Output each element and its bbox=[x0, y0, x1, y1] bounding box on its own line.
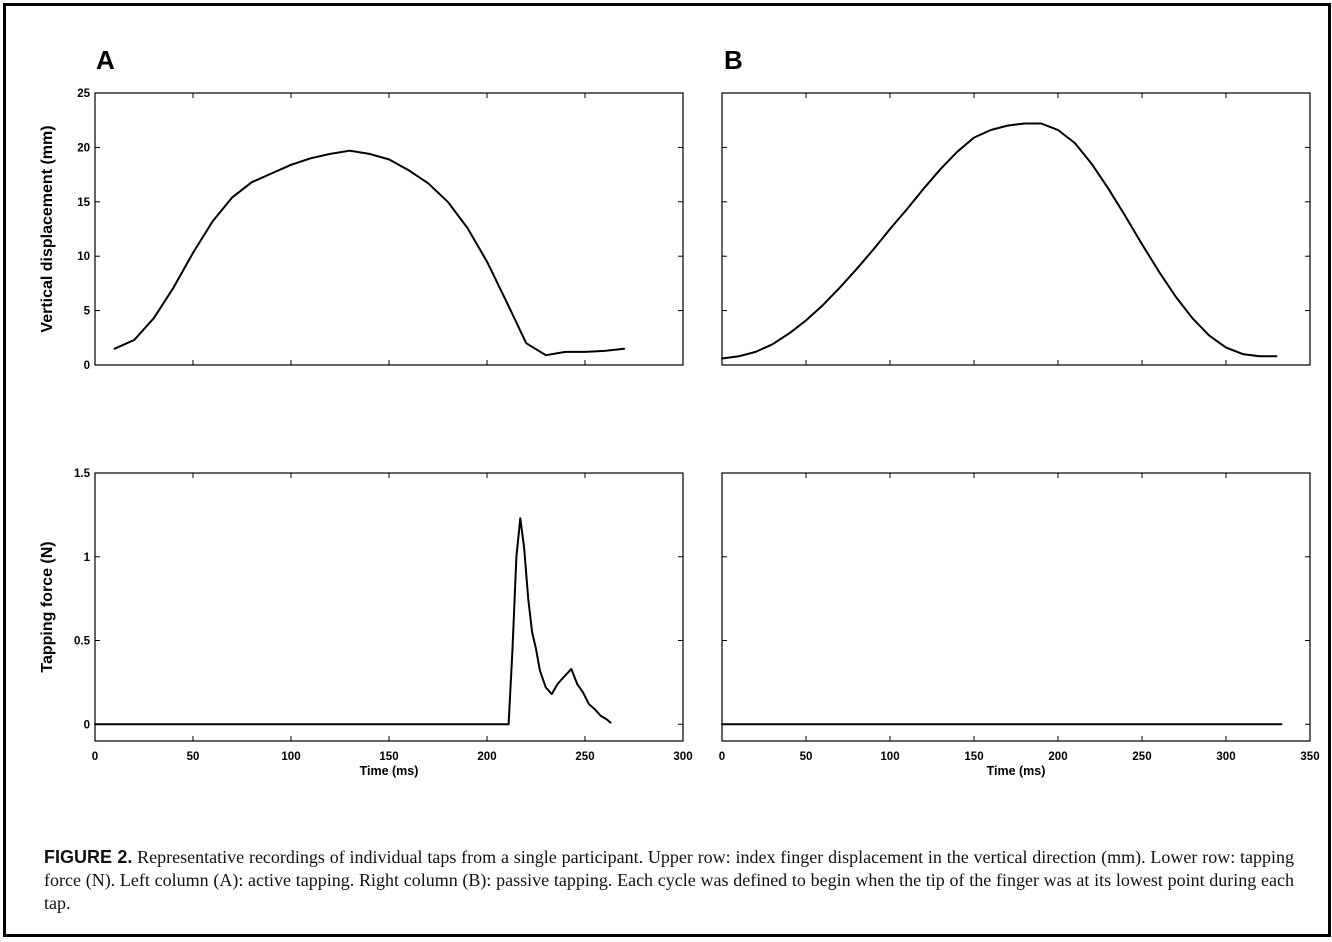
y-tick-label: 20 bbox=[77, 142, 90, 154]
figure-frame bbox=[3, 3, 1331, 937]
y-tick-label: 0 bbox=[84, 360, 90, 372]
x-tick-label: 150 bbox=[964, 751, 983, 763]
x-tick-label: 200 bbox=[477, 751, 496, 763]
caption-label: FIGURE 2. bbox=[44, 847, 133, 867]
y-tick-label: 15 bbox=[77, 197, 90, 209]
panel-label-b: B bbox=[724, 45, 743, 75]
plot-frame-A-top bbox=[94, 92, 684, 366]
caption-text: Representative recordings of individual … bbox=[44, 847, 1295, 913]
y-tick-label: 10 bbox=[77, 251, 90, 263]
y-tick-label: 0 bbox=[84, 719, 90, 731]
x-tick-label: 250 bbox=[1132, 751, 1151, 763]
y-axis-label: Vertical displacement (mm) bbox=[39, 125, 56, 332]
series-line-B-top bbox=[721, 122, 1278, 360]
x-tick-label: 300 bbox=[673, 751, 692, 763]
x-tick-label: 0 bbox=[719, 751, 725, 763]
x-tick-label: 50 bbox=[800, 751, 813, 763]
x-tick-label: 350 bbox=[1300, 751, 1319, 763]
x-tick-label: 0 bbox=[92, 751, 98, 763]
plot-frame-B-top bbox=[721, 92, 1311, 366]
plot-frame-A-bottom bbox=[94, 472, 684, 742]
x-tick-label: 100 bbox=[880, 751, 899, 763]
x-axis-label: Time (ms) bbox=[360, 764, 419, 778]
x-tick-label: 200 bbox=[1048, 751, 1067, 763]
x-tick-label: 100 bbox=[281, 751, 300, 763]
y-tick-label: 5 bbox=[84, 306, 91, 318]
plot-frame-B-bottom bbox=[721, 472, 1311, 742]
figure-caption: FIGURE 2. Representative recordings of i… bbox=[44, 846, 1294, 915]
x-tick-label: 50 bbox=[187, 751, 200, 763]
y-tick-label: 0.5 bbox=[74, 636, 91, 648]
x-tick-label: 300 bbox=[1216, 751, 1235, 763]
y-axis-label: Tapping force (N) bbox=[39, 541, 56, 672]
y-tick-label: 25 bbox=[77, 88, 90, 100]
series-line-A-bottom bbox=[94, 517, 612, 726]
x-tick-label: 250 bbox=[575, 751, 594, 763]
x-axis-label: Time (ms) bbox=[987, 764, 1046, 778]
panel-label-a: A bbox=[96, 45, 115, 75]
series-line-A-top bbox=[113, 149, 626, 357]
y-tick-label: 1 bbox=[84, 552, 91, 564]
x-tick-label: 150 bbox=[379, 751, 398, 763]
y-tick-label: 1.5 bbox=[74, 468, 91, 480]
